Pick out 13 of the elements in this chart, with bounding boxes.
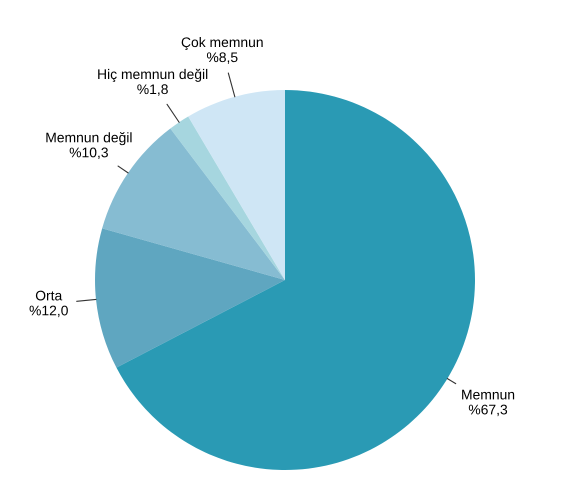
pie-slice bbox=[170, 116, 285, 280]
slice-label: Orta bbox=[36, 290, 62, 300]
data-label: %1,8 bbox=[137, 84, 168, 96]
data-label: %67,3 bbox=[468, 404, 508, 416]
slice-label: Çok memnun bbox=[182, 36, 263, 50]
slice-label: Memnun bbox=[462, 390, 514, 400]
pie-slice bbox=[95, 228, 285, 368]
data-label: %12,0 bbox=[30, 306, 68, 318]
data-label: %10,3 bbox=[70, 148, 108, 160]
data-label: %8,5 bbox=[206, 52, 238, 64]
pie-slice bbox=[188, 90, 285, 280]
slice-label: Memnun değil bbox=[46, 132, 132, 146]
slice-label: Hiç memnun değil bbox=[98, 68, 208, 82]
